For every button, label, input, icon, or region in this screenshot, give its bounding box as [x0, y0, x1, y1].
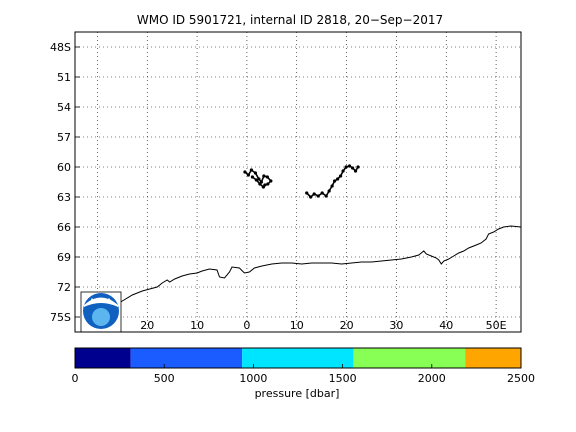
- colorbar-band: [465, 348, 521, 368]
- longitude-label: 10: [290, 319, 304, 332]
- colorbar-band: [353, 348, 466, 368]
- map-border: [74, 31, 522, 333]
- latitude-label: 60: [57, 161, 71, 174]
- profile-point: [336, 177, 340, 181]
- profile-point: [344, 165, 348, 169]
- profile-point: [257, 177, 261, 181]
- longitude-label: 0: [243, 319, 250, 332]
- profile-point: [347, 164, 352, 168]
- profile-point: [312, 192, 316, 196]
- graticule: [75, 32, 521, 332]
- colorbar-ticks: 0 500 1000 1500 2000 2500: [72, 364, 535, 385]
- longitude-label: 10: [190, 319, 204, 332]
- profile-point: [262, 174, 266, 178]
- figure-title: WMO ID 5901721, internal ID 2818, 20−Sep…: [137, 13, 443, 27]
- longitude-labels: 30W201001020304050E: [85, 319, 507, 332]
- profile-point: [339, 174, 343, 178]
- profile-point: [324, 194, 328, 198]
- map-frame: [75, 32, 521, 332]
- antarctic-coastline: [82, 225, 522, 326]
- profile-point: [243, 170, 247, 174]
- colorbar-bands: [75, 348, 521, 368]
- colorbar-band: [242, 348, 354, 368]
- profile-point: [333, 179, 337, 183]
- colorbar-tick-label: 2500: [507, 372, 535, 385]
- profile-point: [249, 168, 254, 172]
- latitude-labels: 48S 51 54 57 60 63 66 69 72 75S: [50, 41, 71, 324]
- longitude-label: 50E: [486, 319, 507, 332]
- profile-point: [266, 182, 270, 186]
- longitude-label: 30: [389, 319, 403, 332]
- profile-point: [258, 182, 262, 186]
- profile-point: [356, 165, 360, 169]
- longitude-label: 20: [140, 319, 154, 332]
- noaa-logo: NOAA: [80, 291, 122, 333]
- latitude-label: 54: [57, 101, 71, 114]
- longitude-label: 40: [439, 319, 453, 332]
- profile-point: [246, 173, 251, 177]
- profile-point: [305, 191, 309, 195]
- colorbar-tick-label: 2000: [418, 372, 446, 385]
- colorbar-band: [130, 348, 243, 368]
- profile-point: [265, 175, 269, 179]
- profile-point: [253, 171, 257, 175]
- latitude-label: 48S: [50, 41, 71, 54]
- colorbar-tick-label: 1500: [329, 372, 357, 385]
- longitude-label: 20: [340, 319, 354, 332]
- latitude-label: 51: [57, 71, 71, 84]
- latitude-label: 57: [57, 131, 71, 144]
- colorbar-label: pressure [dbar]: [255, 387, 340, 400]
- colorbar-band: [75, 348, 131, 368]
- profile-point: [316, 194, 320, 198]
- profile-point: [341, 169, 345, 173]
- noaa-logo-gull: [84, 297, 118, 307]
- profile-point: [254, 178, 258, 182]
- noaa-logo-sea: [92, 308, 110, 326]
- profile-point: [309, 195, 313, 199]
- profile-point: [350, 166, 355, 170]
- latitude-label: 66: [57, 221, 71, 234]
- profile-point: [261, 185, 265, 189]
- float-trajectory: [243, 164, 360, 199]
- latitude-label: 63: [57, 191, 71, 204]
- latitude-label: 75S: [50, 311, 71, 324]
- colorbar-tick-label: 500: [154, 372, 175, 385]
- profile-point: [327, 189, 331, 193]
- profile-point: [353, 169, 358, 173]
- colorbar-tick-label: 1000: [239, 372, 267, 385]
- noaa-logo-text: NOAA: [91, 297, 112, 305]
- profile-point: [330, 184, 334, 188]
- colorbar-border: [74, 347, 522, 369]
- pressure-colorbar: 0 500 1000 1500 2000 2500 pressure [dbar]: [72, 347, 535, 400]
- profile-point: [250, 175, 255, 179]
- colorbar-tick-label: 0: [72, 372, 79, 385]
- latitude-label: 69: [57, 251, 71, 264]
- profile-point: [269, 179, 273, 183]
- profile-point: [320, 191, 324, 195]
- latitude-label: 72: [57, 281, 71, 294]
